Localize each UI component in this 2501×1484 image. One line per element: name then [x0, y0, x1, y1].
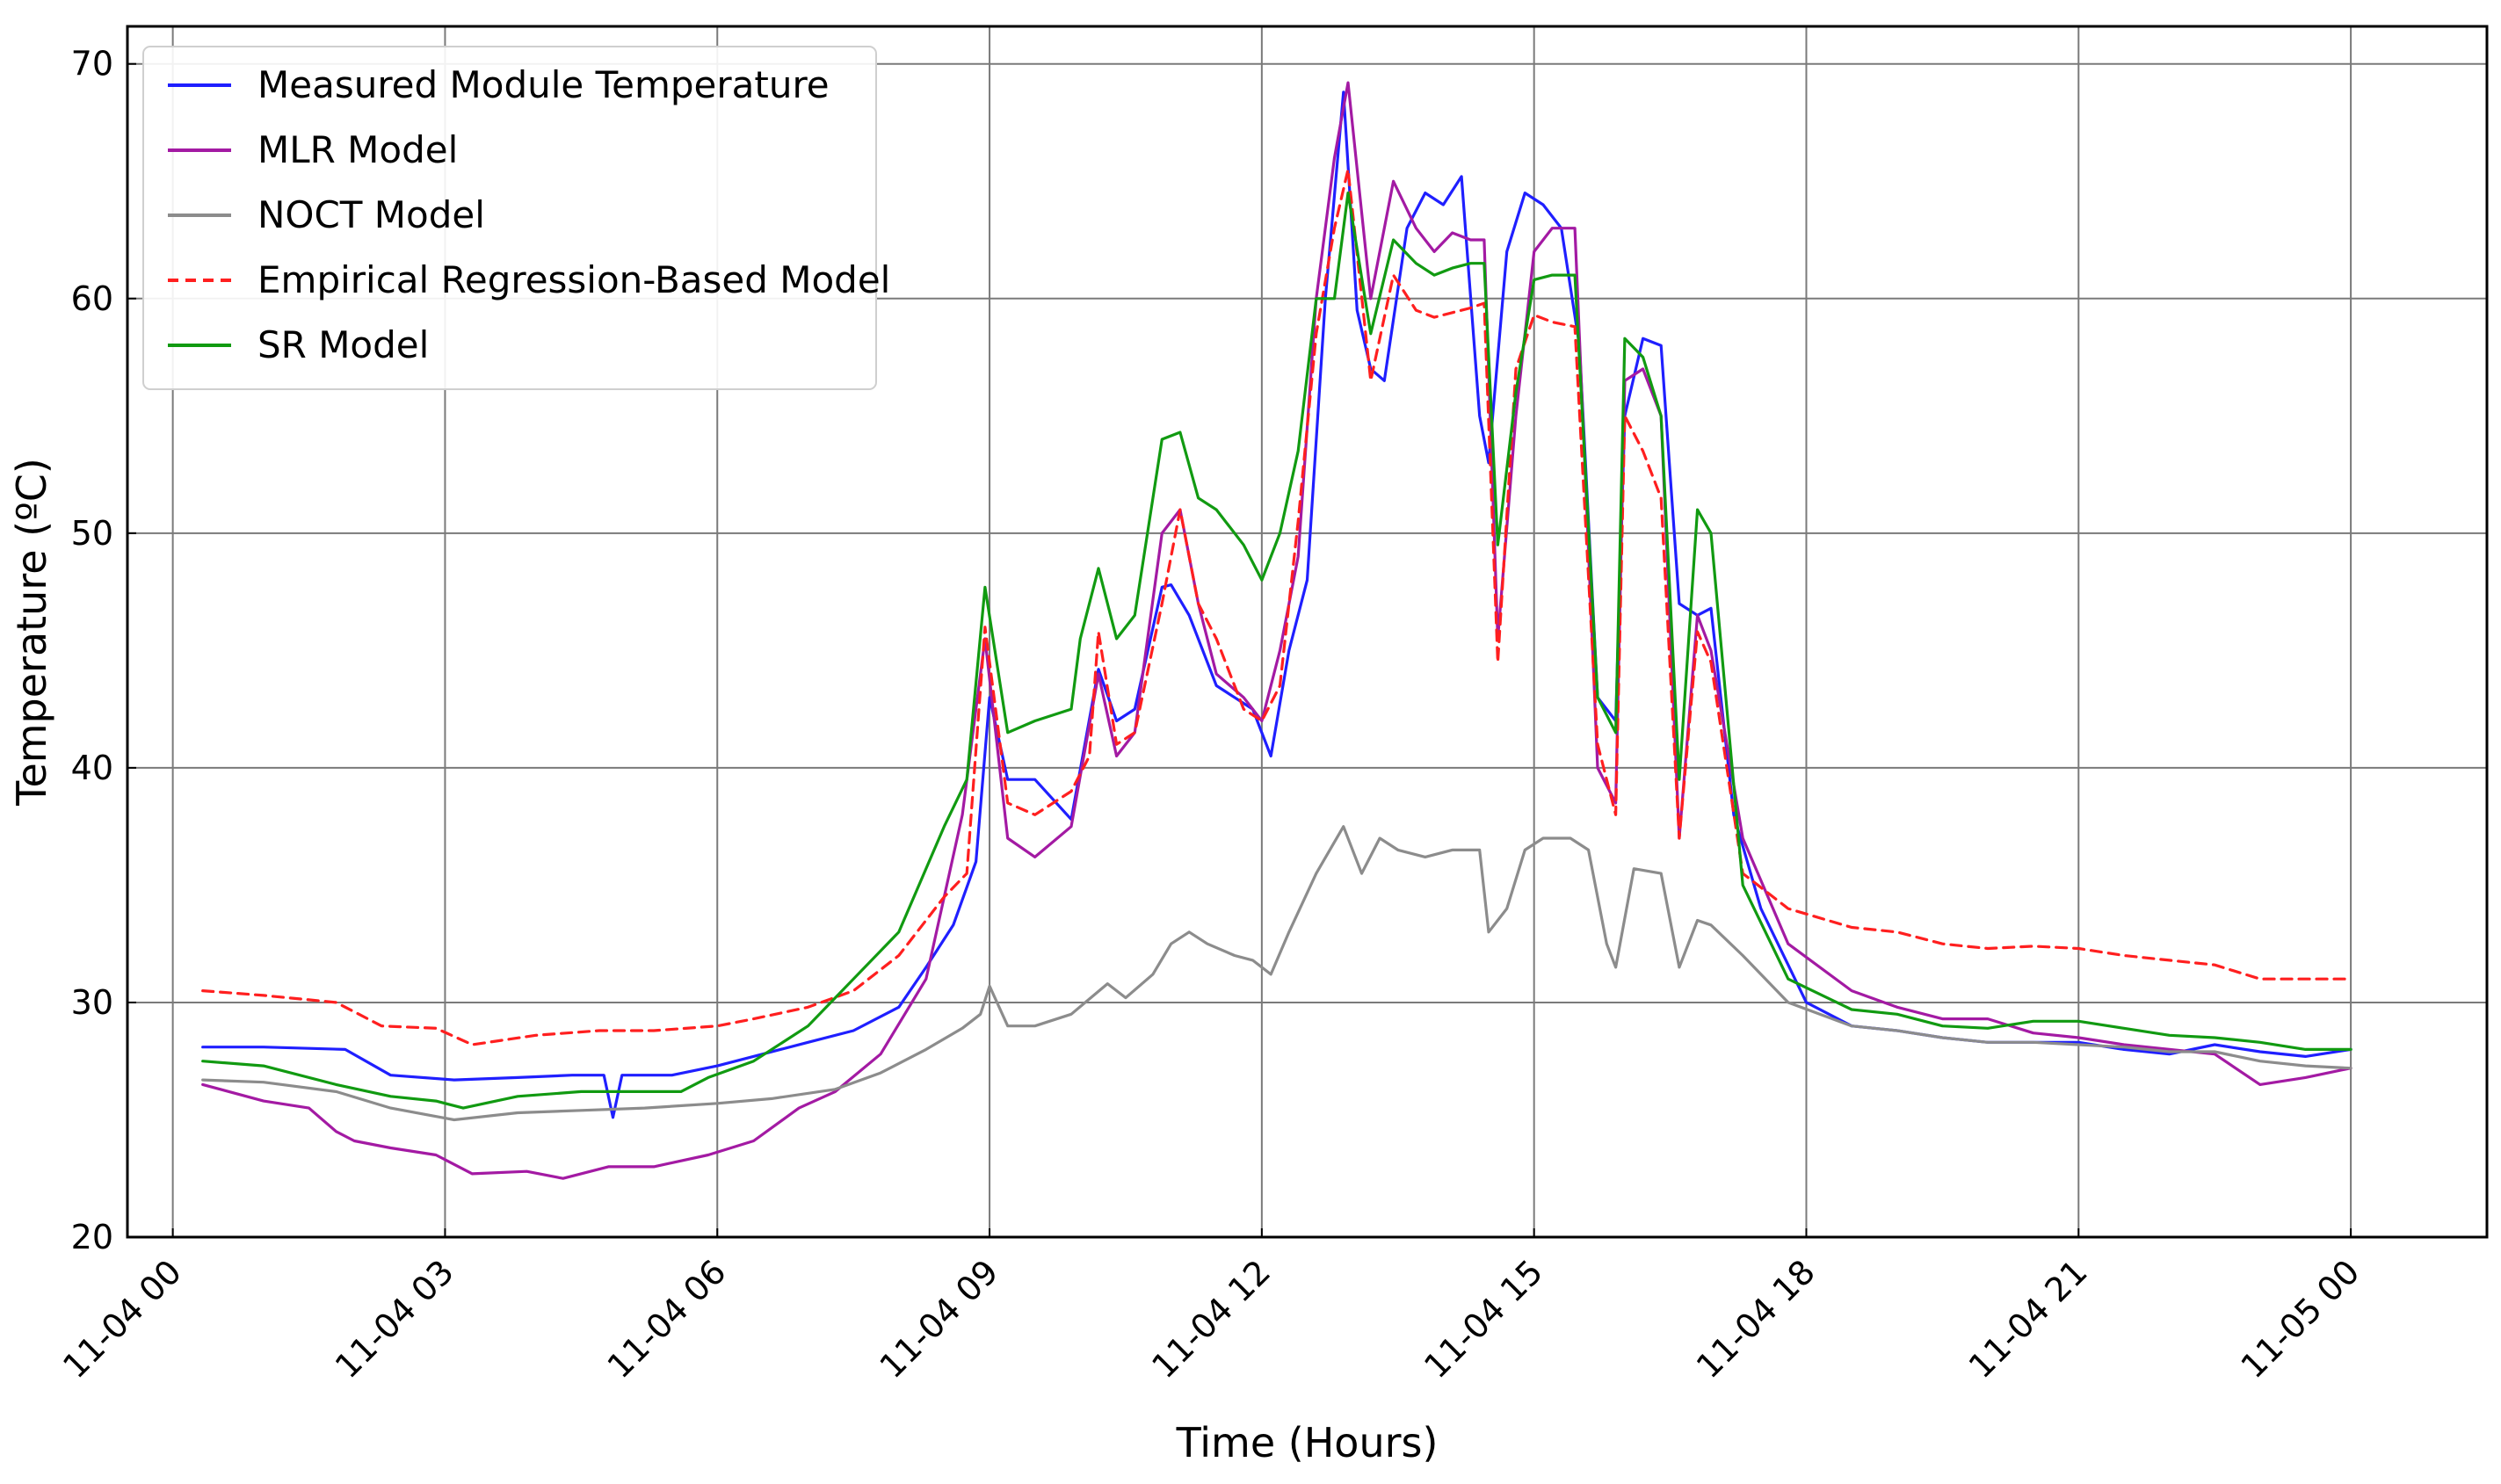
- series-line-sr-model: [201, 192, 2352, 1110]
- legend-label: Measured Module Temperature: [257, 63, 830, 106]
- y-axis-ticks: 20 30 40 50 60 70: [71, 45, 136, 1256]
- series-line-empirical-regression-based-model: [201, 168, 2352, 1046]
- legend-label: MLR Model: [257, 128, 458, 171]
- y-tick-label: 50: [71, 514, 113, 553]
- y-tick-label: 40: [71, 749, 113, 787]
- y-axis-label: Temperature (ºC): [8, 458, 55, 807]
- legend-box: [142, 46, 877, 390]
- legend: Measured Module Temperature MLR Model NOCT…: [142, 46, 890, 390]
- series-group: [201, 81, 2352, 1180]
- legend-label: Empirical Regression-Based Model: [257, 258, 890, 301]
- series-line-mlr-model: [201, 81, 2352, 1180]
- legend-label: NOCT Model: [257, 193, 485, 236]
- x-axis-label: Time (Hours): [1176, 1419, 1439, 1466]
- legend-label: SR Model: [257, 323, 429, 366]
- series-line-noct-model: [201, 825, 2352, 1122]
- y-tick-label: 30: [71, 983, 113, 1022]
- y-tick-label: 20: [71, 1218, 113, 1256]
- plot-frame: [126, 25, 2489, 1239]
- y-tick-label: 60: [71, 279, 113, 318]
- y-tick-label: 70: [71, 45, 113, 83]
